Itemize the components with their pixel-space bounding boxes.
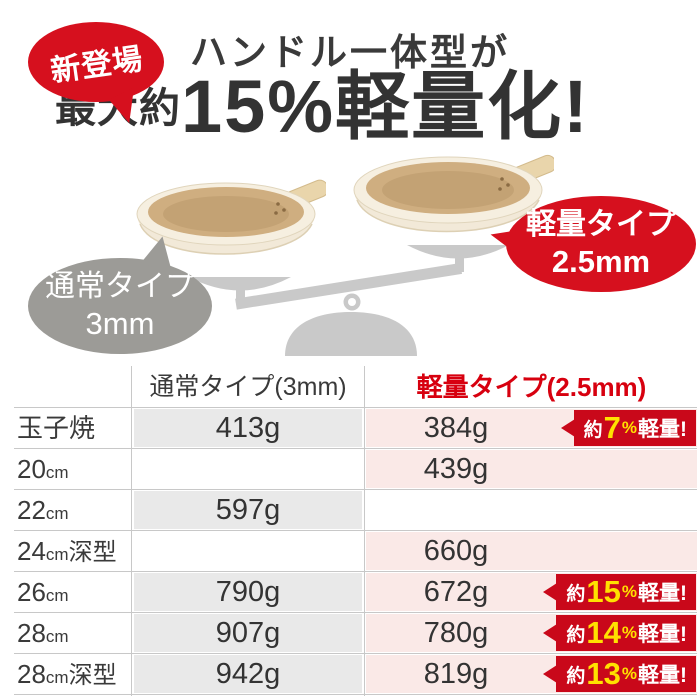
weight-normal: 413g [215,411,281,444]
weight-normal: 790g [215,575,281,608]
badge-percent: % [621,623,637,642]
new-arrival-bubble: 新登場 [28,22,164,102]
row-label: 26cm [17,572,69,616]
weight-light: 819g [423,657,489,690]
row-label: 玉子焼 [17,408,95,452]
bubble-light-type: 軽量タイプ [526,207,676,241]
table-header-row: 通常タイプ(3mm) 軽量タイプ(2.5mm) [0,363,700,408]
speech-bubble-normal: 通常タイプ 3mm [28,258,212,354]
speech-bubble-light: 軽量タイプ 2.5mm [506,196,696,292]
row-unit: cm [45,504,69,523]
badge-prefix: 約 [566,583,586,605]
badge-value: 15 [586,574,621,609]
badge-value: 7 [603,410,621,445]
badge-suffix: 軽量! [638,582,687,605]
row-label: 20cm [17,449,69,493]
cell-light: 660g [366,532,697,570]
row-label: 22cm [17,490,69,534]
cell-light: 780g 約 14% 軽量! [366,614,697,652]
row-unit: cm [45,545,69,564]
row-size: 24 [17,536,46,566]
bubble-normal-type: 通常タイプ [45,269,195,303]
badge-prefix: 約 [583,419,603,441]
bubble-light-thickness: 2.5mm [551,244,651,280]
pan-light-icon [353,154,554,233]
table-divider [131,366,132,696]
badge-prefix: 約 [566,624,586,646]
headline-percent: 15%軽量化! [181,65,590,148]
badge-suffix: 軽量! [638,623,687,646]
reduction-badge: 約 13% 軽量! [556,656,696,692]
row-unit: cm [45,627,69,646]
weight-normal: 907g [215,616,281,649]
cell-normal: 790g [134,573,362,611]
cell-light: 672g 約 15% 軽量! [366,573,697,611]
badge-value: 13 [586,656,621,691]
row-size: 28 [17,618,46,648]
row-size: 玉子焼 [17,413,96,443]
row-tail: 深型 [68,662,117,689]
cell-normal: 413g [134,409,362,447]
cell-normal: 597g [134,491,362,529]
pan-normal-icon [136,179,326,255]
weight-light: 780g [423,616,489,649]
row-label: 24cm深型 [17,531,117,575]
row-size: 22 [17,495,46,525]
cell-normal: 907g [134,614,362,652]
cell-normal: 942g [134,655,362,693]
weight-normal: 942g [215,657,281,690]
badge-value: 14 [586,615,621,650]
header-light-type: 軽量タイプ(2.5mm) [416,372,647,402]
row-label: 28cm深型 [17,654,117,698]
headline-sub: ハンドル一体型が [190,32,510,73]
row-size: 26 [17,577,46,607]
badge-percent: % [621,664,637,683]
row-unit: cm [45,586,69,605]
cell-light: 439g [366,450,697,488]
table-row: 24cm深型 660g [0,531,700,572]
badge-percent: % [621,582,637,601]
row-size: 28 [17,659,46,689]
table-row: 22cm 597g [0,490,700,531]
badge-suffix: 軽量! [638,664,687,687]
badge-suffix: 軽量! [638,418,687,441]
table-row: 26cm 790g 672g 約 15% 軽量! [0,572,700,613]
balance-scale-icon [189,245,509,356]
cell-normal [134,450,362,488]
reduction-badge: 約 15% 軽量! [556,574,696,610]
bubble-normal-thickness: 3mm [85,306,155,342]
cell-light: 384g 約 7% 軽量! [366,409,697,447]
row-size: 20 [17,454,46,484]
table-row: 20cm 439g [0,449,700,490]
cell-normal [134,532,362,570]
table-row: 28cm深型 942g 819g 約 13% 軽量! [0,654,700,695]
table-row: 玉子焼 413g 384g 約 7% 軽量! [0,408,700,449]
reduction-badge: 約 7% 軽量! [573,410,696,446]
cell-light: 819g 約 13% 軽量! [366,655,697,693]
reduction-badge: 約 14% 軽量! [556,615,696,651]
new-arrival-label: 新登場 [48,42,145,89]
weight-normal: 597g [215,493,281,526]
weight-light: 439g [423,452,489,485]
table-divider [364,366,365,696]
header-normal-type: 通常タイプ(3mm) [149,373,347,401]
table-row: 28cm 907g 780g 約 14% 軽量! [0,613,700,654]
row-label: 28cm [17,613,69,657]
row-unit: cm [45,463,69,482]
weight-light: 384g [423,411,489,444]
row-tail: 深型 [68,539,117,566]
badge-percent: % [621,418,637,437]
weight-light: 672g [423,575,489,608]
cell-light [366,491,697,529]
badge-prefix: 約 [566,665,586,687]
weight-light: 660g [423,534,489,567]
row-unit: cm [45,668,69,687]
